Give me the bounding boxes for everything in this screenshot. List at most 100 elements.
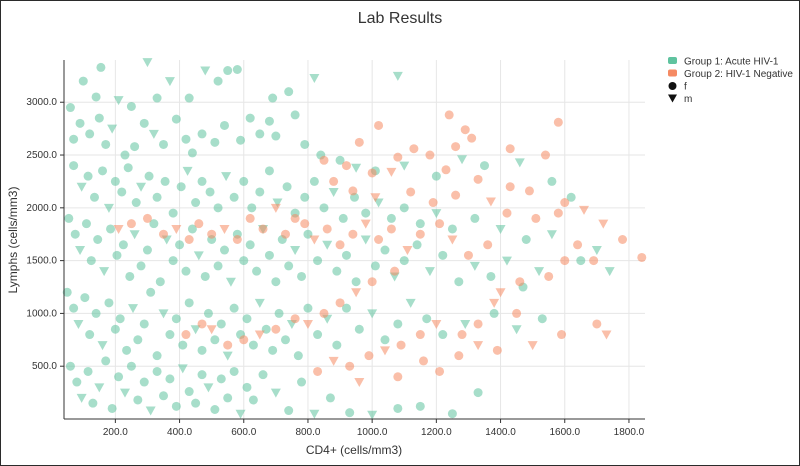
group1-point-f	[187, 148, 197, 158]
group1-point-m	[546, 230, 557, 240]
legend-item-1[interactable]: Group 1: Acute HIV-1	[668, 57, 779, 68]
group1-point-m	[604, 267, 615, 277]
group1-point-m	[501, 256, 512, 266]
group1-point-f	[83, 366, 93, 376]
group2-point-f	[393, 152, 403, 162]
y-axis-label: Lymphs (cells/mm3)	[6, 187, 20, 294]
group1-point-f	[242, 382, 252, 392]
group1-point-f	[282, 182, 292, 192]
group1-point-f	[431, 171, 441, 181]
group1-point-f	[380, 245, 390, 255]
group2-point-m	[270, 203, 281, 213]
x-tick-label: 200.0	[103, 427, 128, 438]
group1-point-f	[110, 324, 120, 334]
group2-point-f	[354, 137, 364, 147]
group1-point-f	[219, 245, 229, 255]
group2-point-f	[364, 351, 374, 361]
group2-point-f	[258, 224, 268, 234]
group2-point-m	[351, 288, 362, 298]
group1-point-f	[110, 176, 120, 186]
group2-point-m	[527, 341, 538, 351]
group1-point-f	[120, 150, 130, 160]
group2-point-f	[467, 133, 477, 143]
group1-point-m	[158, 309, 169, 319]
group1-point-f	[133, 335, 143, 345]
group1-point-m	[103, 203, 114, 213]
group1-point-f	[168, 256, 178, 266]
group2-point-f	[390, 266, 400, 276]
legend-label: Group 2: HIV-1 Negative	[684, 69, 793, 80]
x-tick-label: 1200.0	[421, 427, 452, 438]
group1-point-f	[271, 277, 281, 287]
y-tick-label: 500.0	[32, 361, 57, 372]
group2-point-f	[557, 330, 567, 340]
legend-swatch	[668, 57, 677, 64]
group1-point-f	[91, 92, 101, 102]
group1-point-f	[290, 110, 300, 120]
group1-point-f	[264, 250, 274, 260]
group2-point-f	[184, 235, 194, 244]
x-tick-label: 400.0	[167, 427, 192, 438]
group1-point-f	[223, 66, 233, 76]
y-tick-label: 2500.0	[26, 150, 57, 161]
group1-point-f	[454, 277, 464, 287]
group1-point-m	[431, 209, 442, 219]
group2-point-f	[194, 219, 204, 229]
legend-item-4[interactable]: m	[668, 94, 692, 105]
group1-point-f	[152, 192, 162, 202]
y-tick-label: 3000.0	[26, 97, 57, 108]
group1-point-f	[70, 229, 80, 239]
group1-point-f	[361, 208, 371, 218]
group1-point-f	[78, 76, 88, 86]
group1-point-f	[219, 120, 229, 130]
group2-point-f	[451, 190, 461, 200]
group2-point-m	[598, 219, 609, 229]
group1-point-f	[280, 335, 290, 345]
group1-point-f	[64, 213, 74, 223]
group1-point-f	[83, 171, 93, 181]
group1-point-m	[142, 58, 153, 68]
group1-point-f	[69, 161, 79, 171]
group1-point-f	[351, 277, 361, 287]
group2-point-f	[207, 229, 217, 239]
group1-point-f	[576, 256, 586, 266]
group1-point-f	[300, 192, 310, 202]
group2-point-f	[393, 372, 403, 382]
group1-point-m	[328, 187, 339, 197]
group1-point-f	[81, 219, 91, 229]
group1-point-f	[245, 113, 255, 123]
group2-point-m	[386, 167, 397, 177]
group1-point-f	[566, 192, 576, 202]
legend-item-2[interactable]: Group 2: HIV-1 Negative	[668, 69, 793, 80]
group1-point-f	[187, 224, 197, 234]
group1-point-f	[341, 303, 351, 313]
group1-point-f	[255, 187, 265, 197]
group2-point-f	[524, 186, 534, 196]
group1-point-m	[351, 163, 362, 173]
group1-point-f	[247, 203, 257, 213]
group1-point-f	[236, 135, 246, 145]
legend-triangle-icon	[668, 94, 677, 103]
group2-point-f	[560, 198, 570, 208]
group1-point-f	[136, 261, 146, 271]
group1-point-m	[534, 267, 545, 277]
group1-point-f	[165, 374, 175, 384]
group2-point-m	[254, 330, 265, 340]
group2-point-f	[223, 340, 233, 350]
x-axis-label: CD4+ (cells/mm3)	[306, 443, 402, 457]
group1-point-f	[470, 213, 480, 223]
group2-point-m	[360, 219, 371, 229]
group1-point-m	[460, 319, 471, 329]
group2-point-f	[348, 229, 358, 239]
group1-point-f	[229, 303, 239, 313]
group1-point-f	[85, 330, 95, 340]
group1-point-f	[216, 374, 226, 384]
group1-point-m	[495, 224, 506, 234]
legend-item-3[interactable]: f	[668, 82, 688, 93]
group1-point-f	[332, 340, 342, 350]
group1-point-m	[360, 235, 371, 245]
group2-point-f	[197, 319, 207, 329]
group1-point-f	[232, 65, 242, 75]
group1-point-m	[129, 230, 140, 240]
